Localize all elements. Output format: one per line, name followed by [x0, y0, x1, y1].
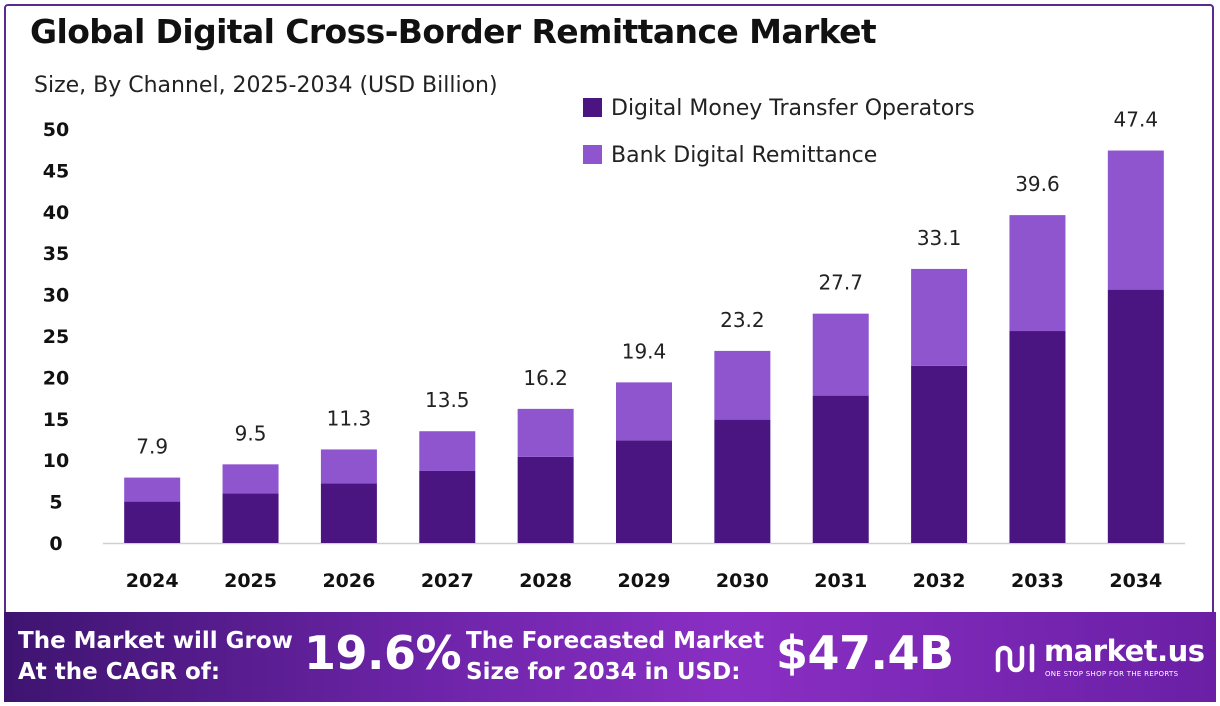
bar-total-label: 16.2	[523, 366, 568, 390]
y-tick-label: 15	[43, 409, 69, 431]
bar-segment-bank	[1107, 150, 1164, 290]
legend: Digital Money Transfer Operators Bank Dig…	[583, 96, 975, 168]
x-axis: 2024 2025 2026 2027 2028 2029 2030 2031 2032 2033…	[103, 542, 1185, 592]
x-tick-label: 2030	[716, 570, 769, 592]
bar-total-label: 19.4	[622, 339, 667, 363]
bar-total-label: 11.3	[327, 406, 372, 430]
y-axis: 0 5 10 15 20 25 30 35 40 45 50	[43, 119, 69, 555]
bar-total-label: 9.5	[235, 421, 267, 445]
bar-total-label: 33.1	[917, 226, 962, 250]
x-tick-label: 2025	[224, 570, 277, 592]
bar-segment-bank	[320, 449, 377, 484]
cagr-caption-line1: The Market will Grow	[18, 628, 293, 654]
bar-segment-bank	[616, 382, 672, 441]
bar-segment-bank	[812, 313, 869, 396]
bar-total-label: 23.2	[720, 308, 765, 332]
bar-segment-dmto	[1009, 331, 1066, 543]
y-tick-label: 50	[43, 119, 69, 141]
x-tick-label: 2024	[126, 570, 179, 592]
y-tick-label: 35	[43, 243, 69, 265]
bar-segment-dmto	[812, 395, 869, 543]
y-tick-label: 40	[43, 202, 69, 224]
bar-segment-bank	[124, 477, 181, 502]
bar-total-label: 7.9	[136, 435, 168, 459]
bar-segment-bank	[419, 431, 476, 471]
x-tick-label: 2027	[421, 570, 474, 592]
bars: 7.9 9.5 11.3 13.5 16.2 19.4 23.2 27.7 33.1 39.6 47…	[124, 108, 1164, 543]
bar-segment-dmto	[1107, 289, 1164, 543]
bar-segment-bank	[714, 350, 771, 420]
y-tick-label: 25	[43, 326, 69, 348]
bar-segment-dmto	[911, 365, 968, 543]
logo-name: market.us	[1044, 634, 1205, 668]
x-tick-label: 2033	[1011, 570, 1064, 592]
chart-subtitle: Size, By Channel, 2025-2034 (USD Billion…	[34, 73, 498, 98]
bar-segment-bank	[517, 408, 574, 457]
bar-segment-dmto	[714, 419, 771, 543]
x-tick-label: 2034	[1109, 570, 1162, 592]
cagr-caption: The Market will Grow At the CAGR of:	[18, 626, 293, 688]
bar-segment-bank	[911, 268, 968, 366]
bar-segment-dmto	[320, 483, 377, 543]
legend-swatch-bank	[583, 145, 602, 164]
bar-segment-dmto	[222, 493, 279, 543]
x-tick-label: 2029	[618, 570, 671, 592]
bar-segment-dmto	[419, 470, 476, 543]
cagr-caption-line2: At the CAGR of:	[18, 659, 221, 685]
bar-total-label: 39.6	[1015, 172, 1060, 196]
bar-segment-bank	[1009, 215, 1066, 332]
cagr-value: 19.6%	[304, 626, 462, 680]
chart-title: Global Digital Cross-Border Remittance M…	[30, 12, 877, 51]
forecast-caption-line2: Size for 2034 in USD:	[466, 659, 741, 685]
legend-label-bank: Bank Digital Remittance	[611, 143, 877, 168]
bar-total-label: 47.4	[1114, 108, 1159, 132]
footer-banner: The Market will Grow At the CAGR of: 19.…	[4, 612, 1216, 702]
forecast-caption: The Forecasted Market Size for 2034 in U…	[466, 626, 764, 688]
forecast-value: $47.4B	[776, 626, 954, 680]
bar-segment-dmto	[616, 440, 672, 543]
y-tick-label: 45	[43, 160, 69, 182]
y-tick-label: 10	[43, 450, 69, 472]
y-tick-label: 20	[43, 367, 69, 389]
bar-segment-dmto	[124, 501, 181, 543]
legend-label-dmto: Digital Money Transfer Operators	[611, 96, 975, 121]
x-tick-label: 2031	[814, 570, 867, 592]
logo-tagline: ONE STOP SHOP FOR THE REPORTS	[1045, 670, 1179, 678]
market-us-logo-icon	[995, 643, 1035, 673]
y-tick-label: 30	[43, 285, 69, 307]
x-tick-label: 2032	[913, 570, 966, 592]
y-tick-label: 5	[49, 492, 62, 514]
bar-segment-dmto	[517, 456, 574, 543]
bar-total-label: 27.7	[818, 271, 863, 295]
y-tick-label: 0	[49, 533, 62, 555]
bar-segment-bank	[222, 464, 279, 494]
forecast-caption-line1: The Forecasted Market	[466, 628, 765, 654]
x-tick-label: 2026	[322, 570, 375, 592]
bar-total-label: 13.5	[425, 388, 470, 412]
x-tick-label: 2028	[519, 570, 572, 592]
legend-swatch-dmto	[583, 98, 602, 117]
